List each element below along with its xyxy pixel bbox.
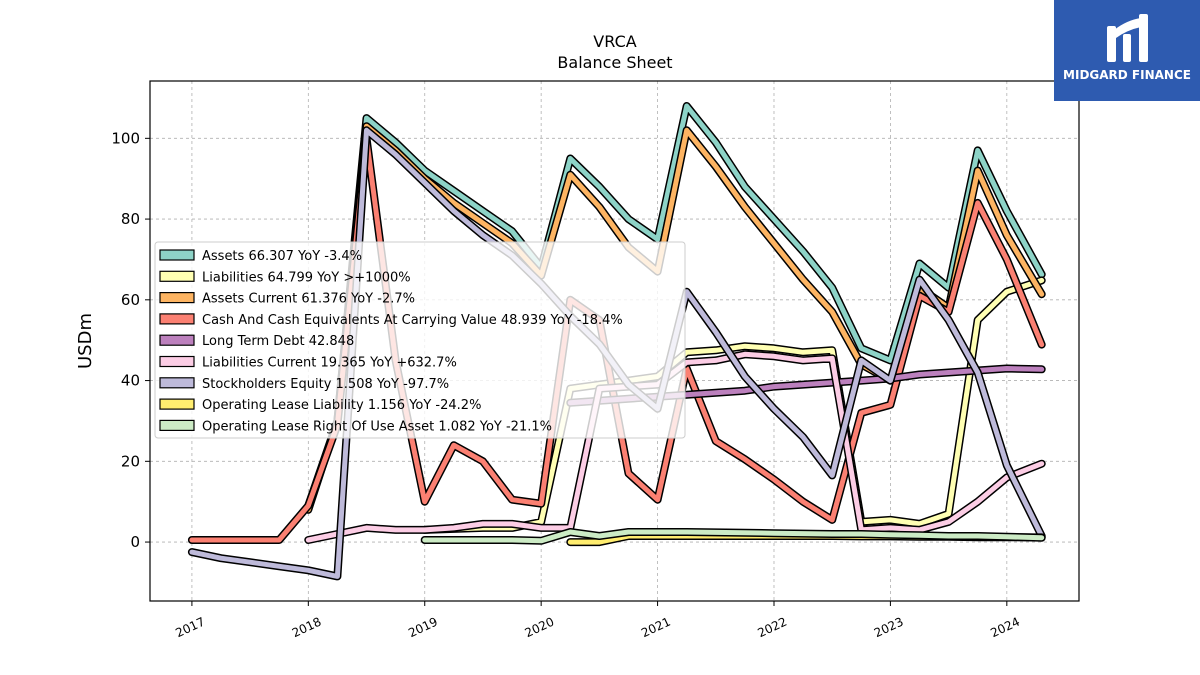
x-tick-label: 2019 — [406, 615, 440, 641]
y-tick-label: 20 — [121, 452, 140, 470]
y-axis-label: USDm — [75, 313, 96, 369]
axis-ticks: 2017 2018 2019 2020 2021 2022 2023 2024 0 20 40 60 8… — [111, 129, 1022, 640]
series-stroke — [422, 277, 1045, 533]
legend-swatch — [159, 249, 195, 261]
x-tick-label: 2018 — [290, 615, 324, 641]
x-tick-label: 2024 — [988, 615, 1022, 641]
legend-label: Stockholders Equity 1.508 YoY -97.7% — [202, 377, 449, 392]
legend-swatch — [159, 398, 195, 410]
x-tick-label: 2022 — [755, 615, 789, 641]
x-tick-label: 2021 — [639, 615, 673, 641]
legend: Assets 66.307 YoY -3.4% Liabilities 64.79… — [154, 241, 686, 439]
legend-swatch — [159, 377, 195, 389]
chart-title: VRCA — [593, 32, 636, 51]
y-tick-label: 100 — [111, 129, 140, 147]
legend-label: Operating Lease Right Of Use Asset 1.082… — [202, 419, 552, 434]
legend-swatch — [159, 313, 195, 325]
series-line — [420, 276, 1046, 534]
logo-brand-name: MIDGARD FINANCE — [1063, 68, 1191, 82]
logo-mark-icon — [1107, 14, 1148, 62]
legend-label: Cash And Cash Equivalents At Carrying Va… — [202, 313, 623, 328]
legend-label: Assets Current 61.376 YoY -2.7% — [202, 292, 415, 307]
legend-swatch — [159, 419, 195, 431]
legend-label: Liabilities 64.799 YoY >+1000% — [202, 270, 411, 285]
legend-label: Liabilities Current 19.365 YoY +632.7% — [202, 356, 457, 371]
plot-frame — [149, 80, 1080, 602]
midgard-finance-logo: MIDGARD FINANCE — [1054, 0, 1200, 101]
y-tick-label: 0 — [130, 533, 140, 551]
legend-label: Operating Lease Liability 1.156 YoY -24.… — [202, 398, 481, 413]
legend-label: Assets 66.307 YoY -3.4% — [202, 249, 362, 264]
series-stroke — [305, 103, 1045, 509]
x-tick-label: 2020 — [523, 615, 557, 641]
legend-swatch — [159, 355, 195, 368]
series-line — [304, 102, 1046, 510]
legend-swatch — [159, 292, 195, 304]
y-tick-label: 40 — [121, 372, 140, 390]
x-tick-label: 2023 — [872, 615, 906, 641]
legend-box — [154, 241, 686, 439]
y-tick-label: 80 — [121, 210, 140, 228]
series-stroke — [422, 529, 1045, 544]
x-tick-label: 2017 — [173, 615, 207, 641]
legend-swatch — [159, 334, 195, 346]
chart-subtitle: Balance Sheet — [557, 53, 672, 72]
y-tick-label: 60 — [121, 291, 140, 309]
series-line — [420, 528, 1046, 545]
legend-label: Long Term Debt 42.848 — [202, 334, 354, 349]
legend-swatch — [159, 270, 195, 282]
